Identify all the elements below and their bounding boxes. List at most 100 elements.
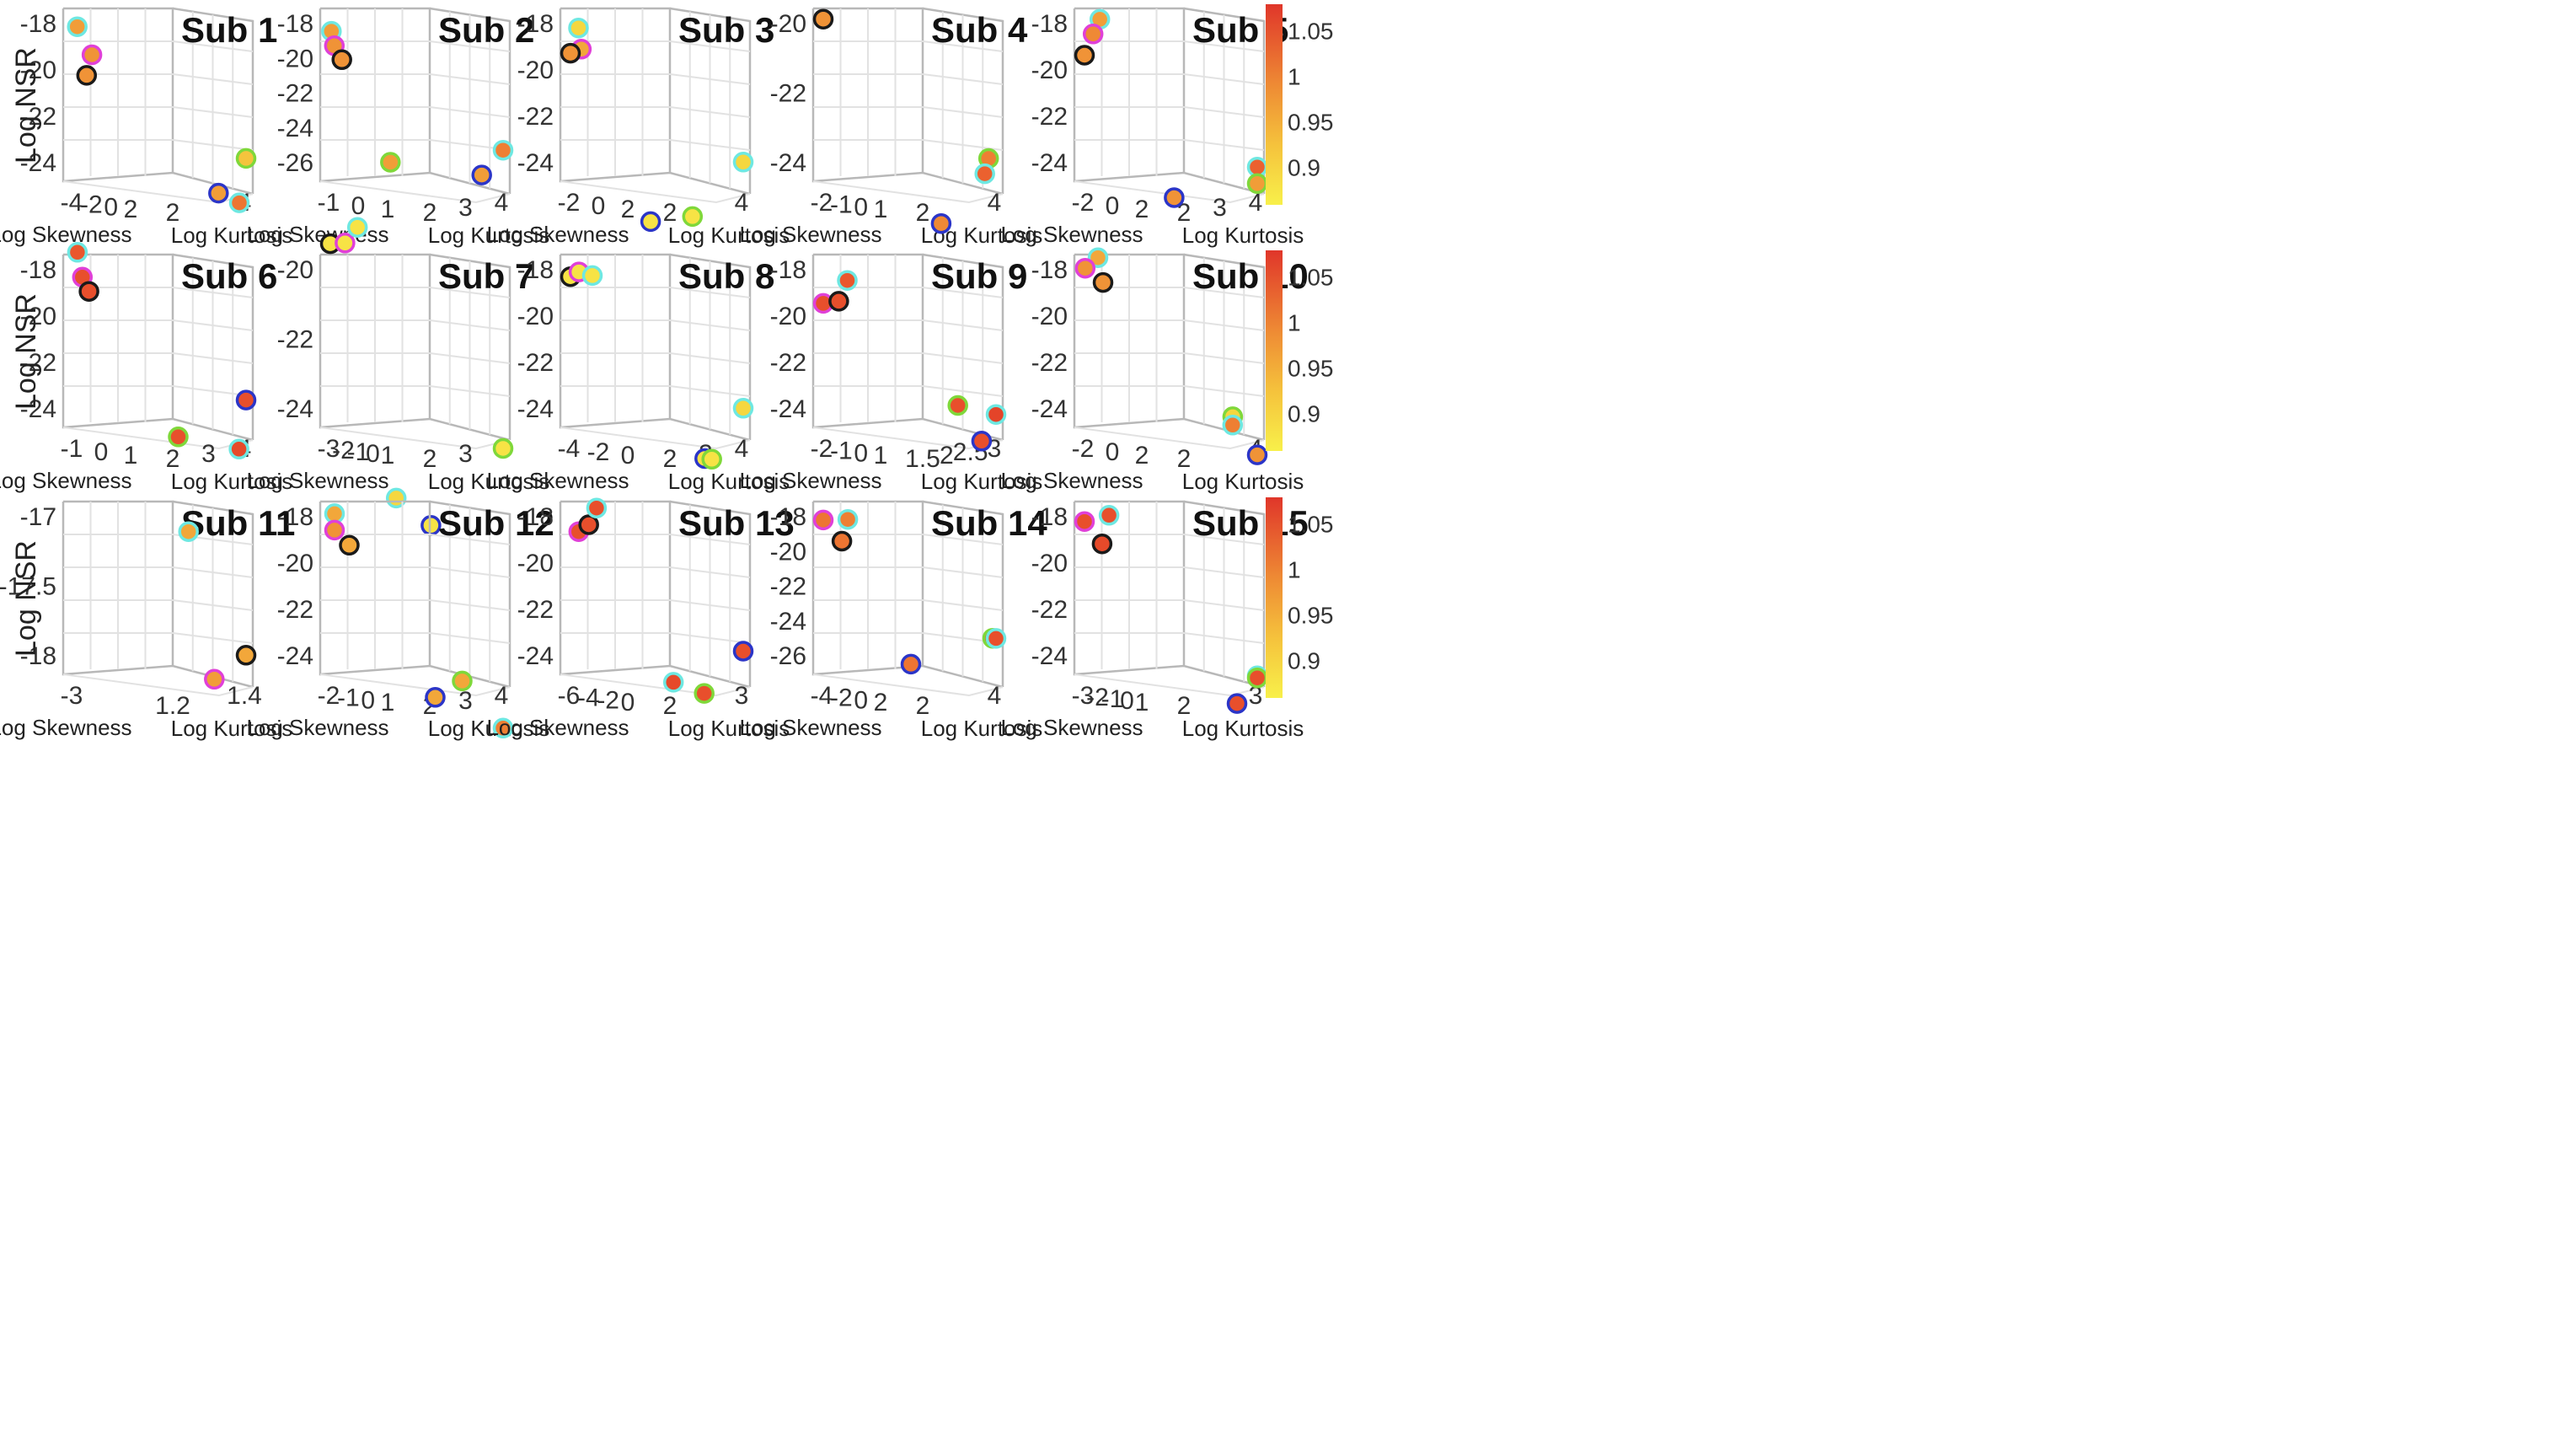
floor-front-edge xyxy=(62,674,254,697)
ytick-label: -24 xyxy=(517,149,554,177)
skew-tick-label: 1 xyxy=(874,442,888,470)
ytick-label: -24 xyxy=(770,608,806,636)
skew-tick-label: -2 xyxy=(811,435,833,463)
data-point xyxy=(837,508,859,530)
x-axis-label: Log Skewness xyxy=(486,715,629,740)
data-point xyxy=(701,448,722,470)
ytick-label: -24 xyxy=(517,395,554,423)
skew-tick-label: 1 xyxy=(381,689,395,716)
data-point xyxy=(900,653,922,675)
kurt-tick-label: 3 xyxy=(1249,682,1263,710)
data-point xyxy=(947,394,968,416)
skew-tick-label: 0 xyxy=(351,192,366,220)
kurt-tick-label: 2 xyxy=(1177,199,1192,227)
ytick-label: -24 xyxy=(20,149,56,177)
ytick-label: -18 xyxy=(517,10,554,38)
subplot-11: Sub 11 -17 -17.5 -18-3 1.2 1.4 Log Skewness Log… xyxy=(0,500,295,741)
x-axis-label: Log Skewness xyxy=(0,222,132,247)
colorbar-2: 0.9 0.95 1 1.05 xyxy=(1266,250,1334,451)
data-point xyxy=(586,497,608,518)
x-axis-label: Log Skewness xyxy=(739,715,881,740)
skew-tick-label: -2 xyxy=(1086,684,1109,711)
skew-tick-label: -2 xyxy=(830,684,853,712)
colorbar-tick-label: 0.95 xyxy=(1288,603,1334,629)
y-axis-label: Log NSR xyxy=(10,540,42,657)
z-axis-label: Log Kurtosis xyxy=(921,716,1043,741)
data-point xyxy=(812,509,834,531)
data-point xyxy=(235,389,257,411)
skew-tick-label: -1 xyxy=(830,191,853,219)
ytick-label: -18 xyxy=(20,256,56,284)
ytick-label: -18 xyxy=(277,503,313,531)
colorbar-tick-label: 0.9 xyxy=(1288,648,1320,674)
ytick-label: -24 xyxy=(1031,642,1068,670)
ytick-label: -17 xyxy=(20,503,56,531)
ytick-label: -24 xyxy=(1031,149,1068,177)
skew-tick-label: -2 xyxy=(558,189,581,217)
ytick-label: -20 xyxy=(1031,56,1068,84)
ytick-label: -22 xyxy=(1031,103,1068,131)
data-point xyxy=(1082,24,1104,45)
data-point xyxy=(732,152,754,173)
ytick-label: -22 xyxy=(517,103,554,131)
ytick-label: -24 xyxy=(277,395,313,423)
right-edge xyxy=(429,7,511,194)
ytick-label: -22 xyxy=(20,103,56,131)
kurt-tick-label: 3 xyxy=(458,687,473,715)
ytick-label: -22 xyxy=(517,349,554,377)
data-point xyxy=(425,687,446,708)
skew-tick-label: 0 xyxy=(854,193,868,221)
floor-front-edge xyxy=(812,180,1004,204)
ytick-label: -24 xyxy=(1031,395,1068,423)
skew-tick-label: -2 xyxy=(1072,189,1095,217)
data-point xyxy=(168,427,189,448)
data-point xyxy=(492,139,514,161)
skew-tick-label: -1 xyxy=(318,189,340,217)
kurt-tick-label: 2 xyxy=(940,442,954,470)
ytick-label: -22 xyxy=(770,80,806,108)
ytick-label: -26 xyxy=(277,149,313,177)
colorbar-3: 0.9 0.95 1 1.05 xyxy=(1266,497,1334,698)
colorbar-tick-label: 0.95 xyxy=(1288,356,1334,382)
kurt-tick-label: 3 xyxy=(458,194,473,222)
data-point xyxy=(67,16,88,37)
ytick-label: -22 xyxy=(1031,596,1068,624)
data-point xyxy=(420,515,442,536)
ytick-label: -22 xyxy=(770,349,806,377)
floor-front-edge xyxy=(560,427,751,450)
z-axis-label: Log Kurtosis xyxy=(428,716,550,741)
data-point xyxy=(1074,257,1096,279)
skew-tick-label: -1 xyxy=(1101,685,1124,713)
skew-tick-label: 0 xyxy=(854,686,868,714)
z-axis-label: Log Kurtosis xyxy=(921,469,1043,494)
skew-tick-label: 0 xyxy=(592,192,606,220)
colorbar-gradient xyxy=(1266,497,1283,698)
ytick-label: -22 xyxy=(277,596,313,624)
skew-tick-label: -2 xyxy=(332,437,355,464)
data-point xyxy=(235,148,257,169)
skew-tick-label: -3 xyxy=(318,435,340,463)
skew-tick-label: 0 xyxy=(1120,687,1134,715)
data-point xyxy=(76,65,98,86)
skew-tick-label: 2 xyxy=(1135,196,1149,223)
kurt-tick-label: 2 xyxy=(916,199,930,227)
data-point xyxy=(682,206,704,228)
x-axis-label: Log Skewness xyxy=(246,715,388,740)
data-point xyxy=(1222,415,1244,436)
ytick-label: -18 xyxy=(517,256,554,284)
data-point xyxy=(178,521,199,542)
colorbar-1: 0.9 0.95 1 1.05 xyxy=(1266,4,1334,205)
data-point xyxy=(67,242,88,263)
data-point xyxy=(974,163,995,185)
ytick-label: -18 xyxy=(770,503,806,531)
subplot-title: Sub 15 xyxy=(1192,503,1309,543)
data-point xyxy=(568,17,589,39)
skew-tick-label: 0 xyxy=(361,686,375,714)
data-point xyxy=(1091,533,1113,555)
ytick-label: -18 xyxy=(20,10,56,38)
